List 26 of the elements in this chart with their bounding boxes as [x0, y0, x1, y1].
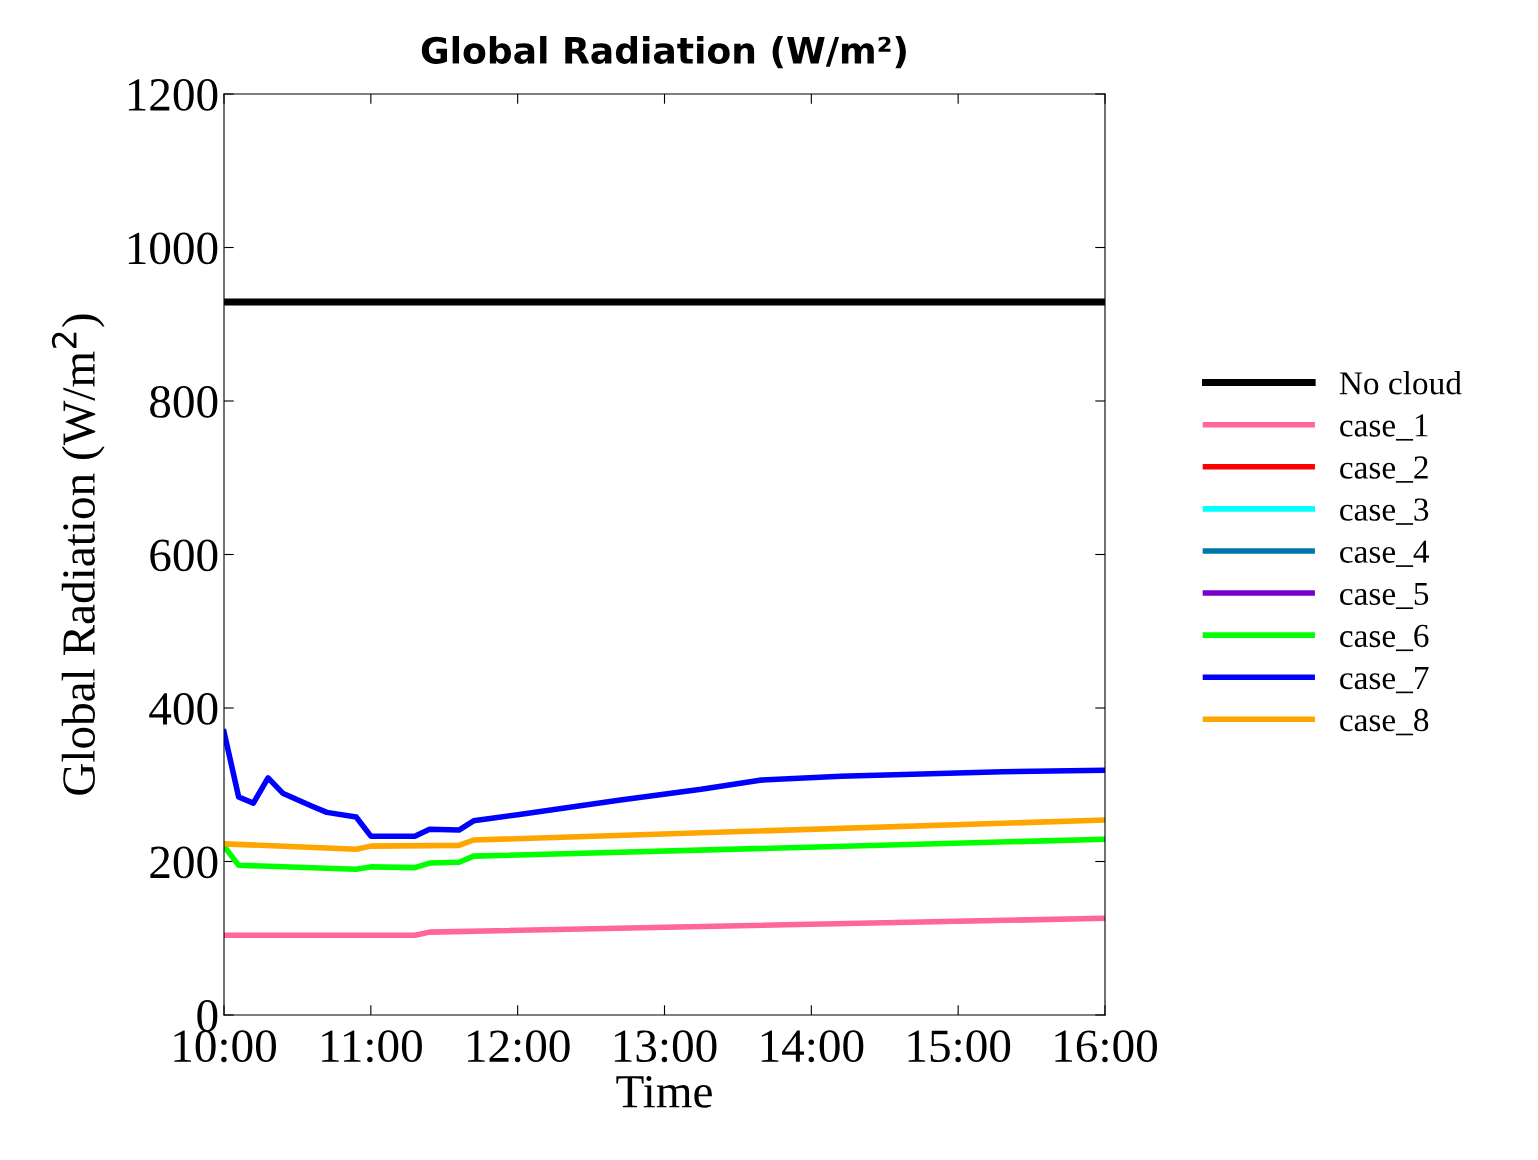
- x-tick-label: 16:00: [1055, 1030, 1157, 1063]
- y-tick-label: 1000: [128, 232, 218, 265]
- x-tick-label: 14:00: [761, 1030, 864, 1063]
- x-tick-label: 12:00: [468, 1030, 570, 1063]
- legend-label: case_5: [1340, 582, 1429, 610]
- y-axis-title: Global Radiation (W/m$^{2}$): [51, 314, 105, 795]
- x-tick-label: 15:00: [908, 1030, 1011, 1063]
- x-tick-label: 10:00: [174, 1030, 276, 1063]
- legend-label: case_8: [1340, 708, 1429, 736]
- y-tick-label: 800: [150, 385, 218, 418]
- chart-title: Global Radiation (W/m²): [421, 36, 906, 69]
- legend-label: case_6: [1340, 624, 1429, 652]
- y-tick-label: 0: [197, 999, 218, 1032]
- legend-label: case_3: [1340, 498, 1429, 525]
- legend-label: case_1: [1340, 414, 1428, 441]
- x-tick-label: 11:00: [322, 1030, 422, 1063]
- y-tick-label: 200: [150, 846, 218, 879]
- y-tick-label: 1200: [128, 78, 218, 111]
- legend-label: case_4: [1340, 540, 1429, 567]
- legend-label: case_7: [1340, 667, 1429, 694]
- legend-label: case_2: [1340, 456, 1428, 483]
- legend-label: No cloud: [1339, 371, 1462, 395]
- x-axis-title: Time: [616, 1075, 712, 1108]
- x-tick-label: 13:00: [614, 1030, 717, 1063]
- y-tick-label: 400: [149, 692, 218, 725]
- y-tick-label: 600: [150, 539, 218, 572]
